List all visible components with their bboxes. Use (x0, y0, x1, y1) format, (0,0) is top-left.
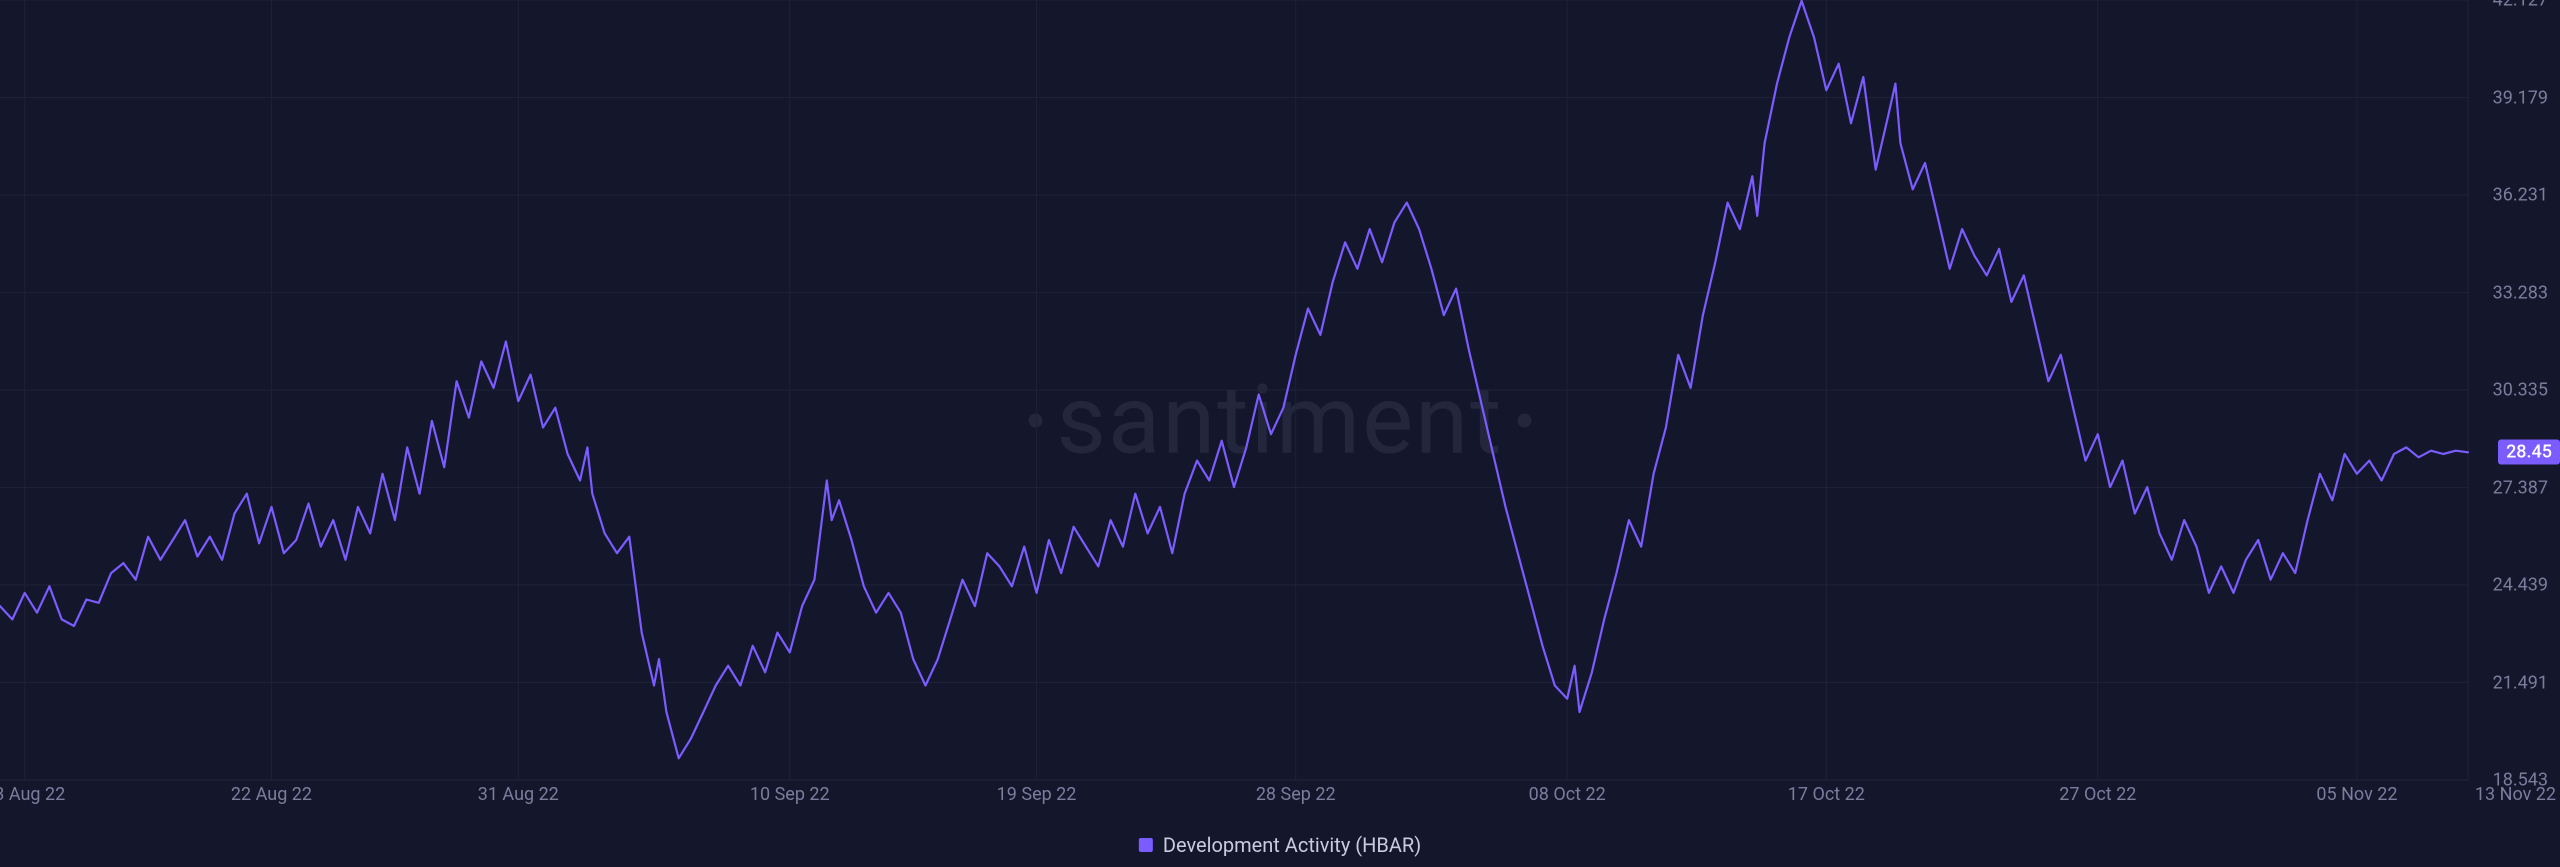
y-axis-tick: 36.231 (2493, 185, 2548, 206)
y-axis-tick: 39.179 (2493, 87, 2548, 108)
legend[interactable]: Development Activity (HBAR) (1139, 833, 1421, 857)
x-axis-tick: 28 Sep 22 (1256, 784, 1336, 805)
y-axis-tick: 27.387 (2493, 477, 2548, 498)
y-axis-tick: 30.335 (2493, 380, 2548, 401)
x-axis-tick: 27 Oct 22 (2059, 784, 2136, 805)
y-axis-tick: 42.127 (2493, 0, 2548, 11)
x-axis-tick: 10 Sep 22 (750, 784, 830, 805)
x-axis-tick: 17 Oct 22 (1788, 784, 1865, 805)
y-axis-tick: 21.491 (2493, 672, 2548, 693)
x-axis-tick: 05 Nov 22 (2316, 784, 2397, 805)
dev-activity-chart: santiment Development Activity (HBAR) 13… (0, 0, 2560, 867)
chart-svg (0, 0, 2560, 867)
y-axis-tick: 18.543 (2493, 770, 2548, 791)
x-axis-tick: 22 Aug 22 (231, 784, 312, 805)
current-value-badge: 28.45 (2498, 440, 2560, 465)
x-axis-tick: 08 Oct 22 (1529, 784, 1606, 805)
legend-swatch (1139, 838, 1153, 852)
y-axis-tick: 33.283 (2493, 282, 2548, 303)
legend-label: Development Activity (HBAR) (1163, 833, 1421, 857)
y-axis-tick: 24.439 (2493, 575, 2548, 596)
x-axis-tick: 19 Sep 22 (997, 784, 1077, 805)
x-axis-tick: 13 Aug 22 (0, 784, 65, 805)
x-axis-tick: 31 Aug 22 (478, 784, 559, 805)
